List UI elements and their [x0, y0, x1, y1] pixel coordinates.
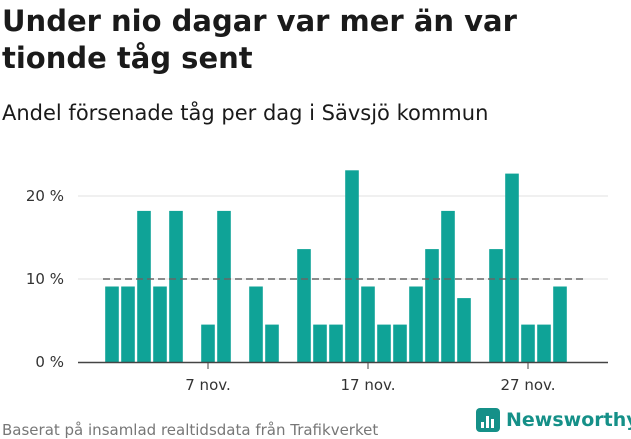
bar: [121, 286, 135, 362]
bar: [441, 210, 455, 362]
bar: [409, 286, 423, 362]
bar: [361, 286, 375, 362]
bar: [425, 249, 439, 362]
x-tick-label: 7 nov.: [185, 376, 230, 394]
gridlines: [78, 195, 608, 280]
bar: [329, 324, 343, 362]
y-tick-label: 0 %: [35, 353, 64, 371]
bar: [217, 210, 231, 362]
bar: [105, 286, 119, 362]
x-tick-label: 17 nov.: [340, 376, 395, 394]
newsworthy-logo[interactable]: Newsworthy: [476, 408, 631, 432]
source-note: Baserat på insamlad realtidsdata från Tr…: [2, 421, 379, 439]
logo-text: Newsworthy: [506, 409, 631, 431]
bar: [553, 286, 567, 362]
bar: [537, 324, 551, 362]
bar-chart: 0 % 10 % 20 % 7 nov. 17 nov. 27 nov.: [26, 170, 608, 394]
bars: [105, 170, 567, 362]
bar: [345, 170, 359, 362]
newsworthy-bar-icon: [476, 408, 500, 432]
x-tick-label: 27 nov.: [500, 376, 555, 394]
bar: [249, 286, 263, 362]
bar: [201, 324, 215, 362]
x-axis-ticks: 7 nov. 17 nov. 27 nov.: [185, 362, 556, 394]
bar: [489, 249, 503, 362]
y-axis-ticks: 0 % 10 % 20 %: [26, 187, 64, 371]
bar: [505, 173, 519, 362]
bar: [265, 324, 279, 362]
chart-subtitle: Andel försenade tåg per dag i Sävsjö kom…: [2, 101, 489, 125]
bar: [457, 298, 471, 362]
chart-title: Under nio dagar var mer än var tionde tå…: [2, 4, 517, 75]
bar: [137, 210, 151, 362]
y-tick-label: 20 %: [26, 187, 64, 205]
bar: [313, 324, 327, 362]
bar: [393, 324, 407, 362]
bar: [169, 210, 183, 362]
bar: [297, 249, 311, 362]
bar: [521, 324, 535, 362]
bar: [153, 286, 167, 362]
bar: [377, 324, 391, 362]
y-tick-label: 10 %: [26, 270, 64, 288]
